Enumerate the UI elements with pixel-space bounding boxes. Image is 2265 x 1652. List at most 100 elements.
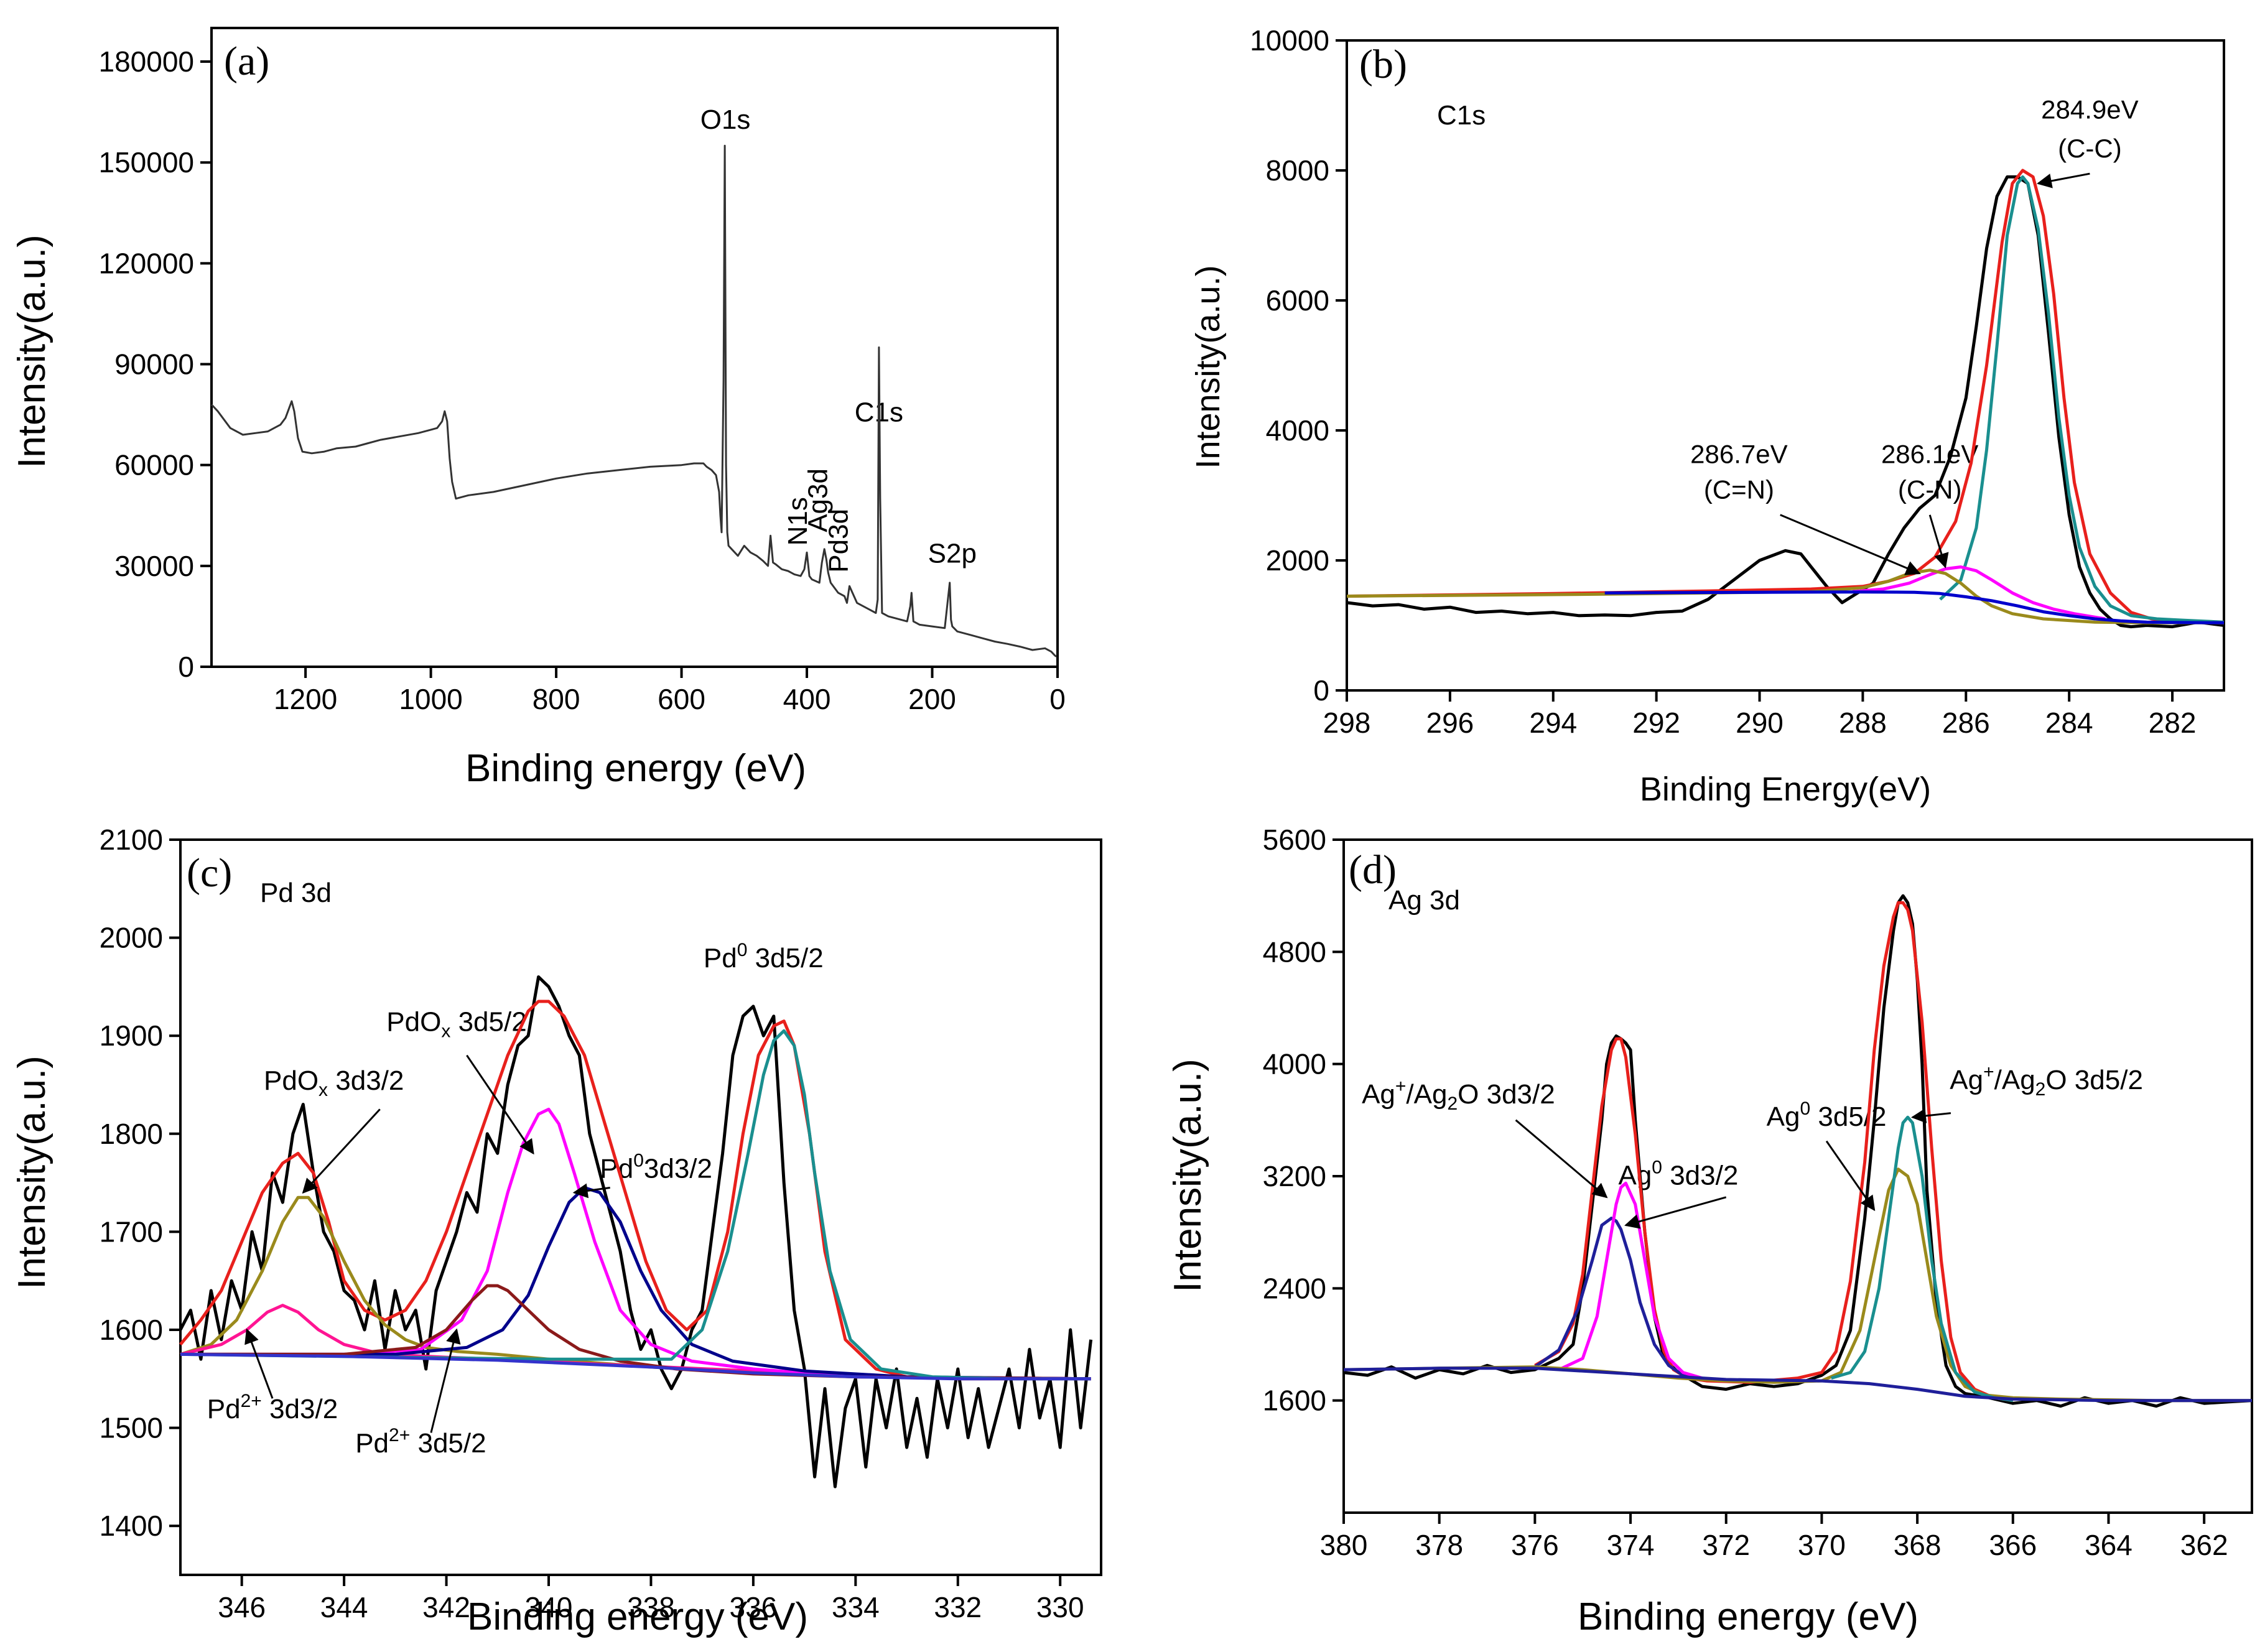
panel-c-y-axis-label: Intensity(a.u.) xyxy=(11,1056,53,1289)
panel-b-label: (b) xyxy=(1359,42,1407,87)
panel-d-x-tick-label: 368 xyxy=(1894,1529,1942,1561)
panel-c-series-raw xyxy=(179,975,1093,1488)
panel-a-x-tick-label: 200 xyxy=(908,683,956,715)
panel-b-label-cn-energy: 286.1eV xyxy=(1881,439,1978,468)
panel-d-x-axis-label: Binding energy (eV) xyxy=(1578,1595,1919,1638)
panel-d-x-tick-label: 370 xyxy=(1798,1529,1846,1561)
panel-b-series-c-c-284-9ev xyxy=(1939,175,2225,624)
panel-b-x-tick-label: 284 xyxy=(2045,707,2093,739)
panel-a-label: (a) xyxy=(224,39,269,84)
panel-a-peak-label-n1s: N1s xyxy=(783,497,813,545)
panel-d-x-tick-label: 366 xyxy=(1989,1529,2037,1561)
panel-b-label-cc-bond: (C-C) xyxy=(2058,134,2122,163)
panel-b-y-tick-label: 6000 xyxy=(1266,284,1329,317)
panel-c-y-tick-label: 1600 xyxy=(100,1314,163,1346)
panel-d-x-tick-label: 362 xyxy=(2180,1529,2228,1561)
panel-d-leader-arrow xyxy=(1515,1119,1608,1199)
panel-d-series-baseline xyxy=(1343,1367,2252,1403)
panel-c-plot-frame xyxy=(179,838,1102,1576)
panel-d-leader-arrow xyxy=(1911,1108,1951,1123)
panel-a-series-survey xyxy=(210,144,1058,657)
panel-c-leader-arrow xyxy=(430,1328,461,1433)
panel-c-x-tick-label: 340 xyxy=(525,1591,573,1623)
panel-d-title: Ag 3d xyxy=(1388,885,1460,916)
panel-c-y-tick-label: 1900 xyxy=(100,1019,163,1052)
panel-b-x-tick-label: 294 xyxy=(1529,707,1577,739)
panel-d-series-ag-ag2o-3d5-2 xyxy=(1831,1115,2014,1403)
panel-c-leader-arrow xyxy=(244,1328,274,1399)
panel-c-y-tick-label: 1800 xyxy=(100,1118,163,1150)
panel-c-label-pdox-3d3-2: PdOx 3d3/2 xyxy=(264,1065,404,1100)
panel-a-y-tick-label: 60000 xyxy=(114,449,194,481)
panel-d-x-tick-label: 364 xyxy=(2085,1529,2132,1561)
panel-c-label-pd2-3d5-2: Pd2+ 3d5/2 xyxy=(355,1425,486,1459)
panel-b-series-c-n-286-7ev xyxy=(1346,568,2224,624)
panel-a-y-tick-label: 90000 xyxy=(114,348,194,381)
panel-a-y-tick-label: 0 xyxy=(178,651,194,683)
panel-c-label-pd0-3d5-2: Pd0 3d5/2 xyxy=(704,940,824,973)
panel-a-x-tick-label: 600 xyxy=(658,683,705,715)
panel-c-x-tick-label: 334 xyxy=(832,1591,880,1623)
panel-b-x-tick-label: 286 xyxy=(1942,707,1990,739)
panel-c-leader-arrow xyxy=(572,1183,610,1199)
panel-d-x-tick-label: 376 xyxy=(1511,1529,1559,1561)
panel-b-leader-arrow xyxy=(2037,172,2090,188)
panel-d-y-axis-label: Intensity(a.u.) xyxy=(1166,1059,1209,1292)
panel-a-y-tick-label: 120000 xyxy=(99,247,195,279)
panel-b-series-baseline xyxy=(1604,590,2225,624)
panel-c-series-pd0-3d5-2 xyxy=(180,1029,1091,1381)
panel-a-y-tick-label: 150000 xyxy=(99,146,195,179)
panel-b-plot-frame xyxy=(1346,39,2225,692)
panel-d-series-fit-envelope xyxy=(1534,901,2014,1403)
panel-d-y-tick-label: 2400 xyxy=(1263,1272,1326,1304)
panel-a-y-tick-label: 180000 xyxy=(99,45,195,78)
panel-d-label-ag0-3d3-2: Ag0 3d3/2 xyxy=(1618,1158,1738,1191)
panel-b-x-tick-label: 282 xyxy=(2149,707,2197,739)
panel-c-leader-arrow xyxy=(302,1108,381,1194)
panel-c-series-pd0-3d3-2 xyxy=(180,1186,1091,1381)
panel-b-c1s-spectrum: (b) C1s Intensity(a.u.) Binding Energy(e… xyxy=(1189,24,2225,808)
panel-d-y-tick-label: 4000 xyxy=(1263,1048,1326,1080)
panel-d-leader-arrow xyxy=(1825,1140,1876,1212)
panel-d-x-tick-label: 372 xyxy=(1702,1529,1750,1561)
panel-d-label-ag-plus-3d5-2: Ag+/Ag2O 3d5/2 xyxy=(1950,1062,2143,1100)
panel-b-peak-labels: 284.9eV (C-C) 286.1eV (C-N) 286.7eV (C=N… xyxy=(1690,95,2138,504)
panel-a-peak-label-pd3d: Pd3d xyxy=(824,509,854,573)
panel-c-label-pd2-3d3-2: Pd2+ 3d3/2 xyxy=(207,1391,338,1424)
panel-c-peak-labels: PdOx 3d3/2 PdOx 3d5/2 Pd0 3d5/2 Pd03d3/2… xyxy=(207,940,824,1459)
panel-d-y-tick-label: 4800 xyxy=(1263,935,1326,968)
panel-c-label-pd0-3d3-2: Pd03d3/2 xyxy=(600,1151,712,1184)
panel-c-y-tick-label: 2000 xyxy=(100,922,163,954)
panel-c-x-axis-label: Binding energy (eV) xyxy=(467,1595,808,1638)
panel-d-y-tick-label: 3200 xyxy=(1263,1160,1326,1192)
panel-a-survey-spectrum: (a) Intensity(a.u.) Binding energy (eV) … xyxy=(11,27,1066,790)
panel-b-x-tick-label: 292 xyxy=(1632,707,1680,739)
panel-c-y-tick-label: 2100 xyxy=(100,824,163,856)
panel-c-x-tick-label: 342 xyxy=(422,1591,470,1623)
panel-b-x-tick-label: 290 xyxy=(1736,707,1784,739)
panel-c-pd3d-spectrum: (c) Pd 3d Intensity(a.u.) Binding energy… xyxy=(11,824,1102,1638)
panel-a-peak-label-o1s: O1s xyxy=(700,104,751,135)
panel-d-x-tick-label: 374 xyxy=(1607,1529,1655,1561)
panel-b-y-tick-label: 0 xyxy=(1313,674,1329,707)
panel-b-y-tick-label: 8000 xyxy=(1266,154,1329,187)
panel-c-leader-arrow xyxy=(466,1054,534,1155)
panel-b-x-tick-label: 298 xyxy=(1323,707,1371,739)
panel-b-label-cc-energy: 284.9eV xyxy=(2041,95,2138,124)
panel-b-y-axis-label: Intensity(a.u.) xyxy=(1189,265,1227,468)
panel-c-y-tick-label: 1700 xyxy=(100,1215,163,1248)
panel-c-y-tick-label: 1400 xyxy=(100,1510,163,1542)
panel-c-x-tick-label: 330 xyxy=(1036,1591,1084,1623)
panel-d-leader-arrow xyxy=(1624,1196,1727,1229)
panel-c-x-tick-label: 344 xyxy=(320,1591,368,1623)
panel-c-x-tick-label: 338 xyxy=(627,1591,675,1623)
panel-a-x-tick-label: 1000 xyxy=(399,683,462,715)
panel-a-plot-frame xyxy=(210,27,1059,668)
panel-d-label: (d) xyxy=(1349,847,1397,893)
panel-b-label-c=n-bond: (C=N) xyxy=(1704,475,1774,504)
panel-d-series-ag0-3d3-2 xyxy=(1533,1217,1717,1381)
panel-a-y-axis-label: Intensity(a.u.) xyxy=(11,234,53,468)
panel-c-x-tick-label: 332 xyxy=(934,1591,982,1623)
panel-a-y-tick-label: 30000 xyxy=(114,550,194,582)
panel-b-y-tick-label: 2000 xyxy=(1266,544,1329,577)
